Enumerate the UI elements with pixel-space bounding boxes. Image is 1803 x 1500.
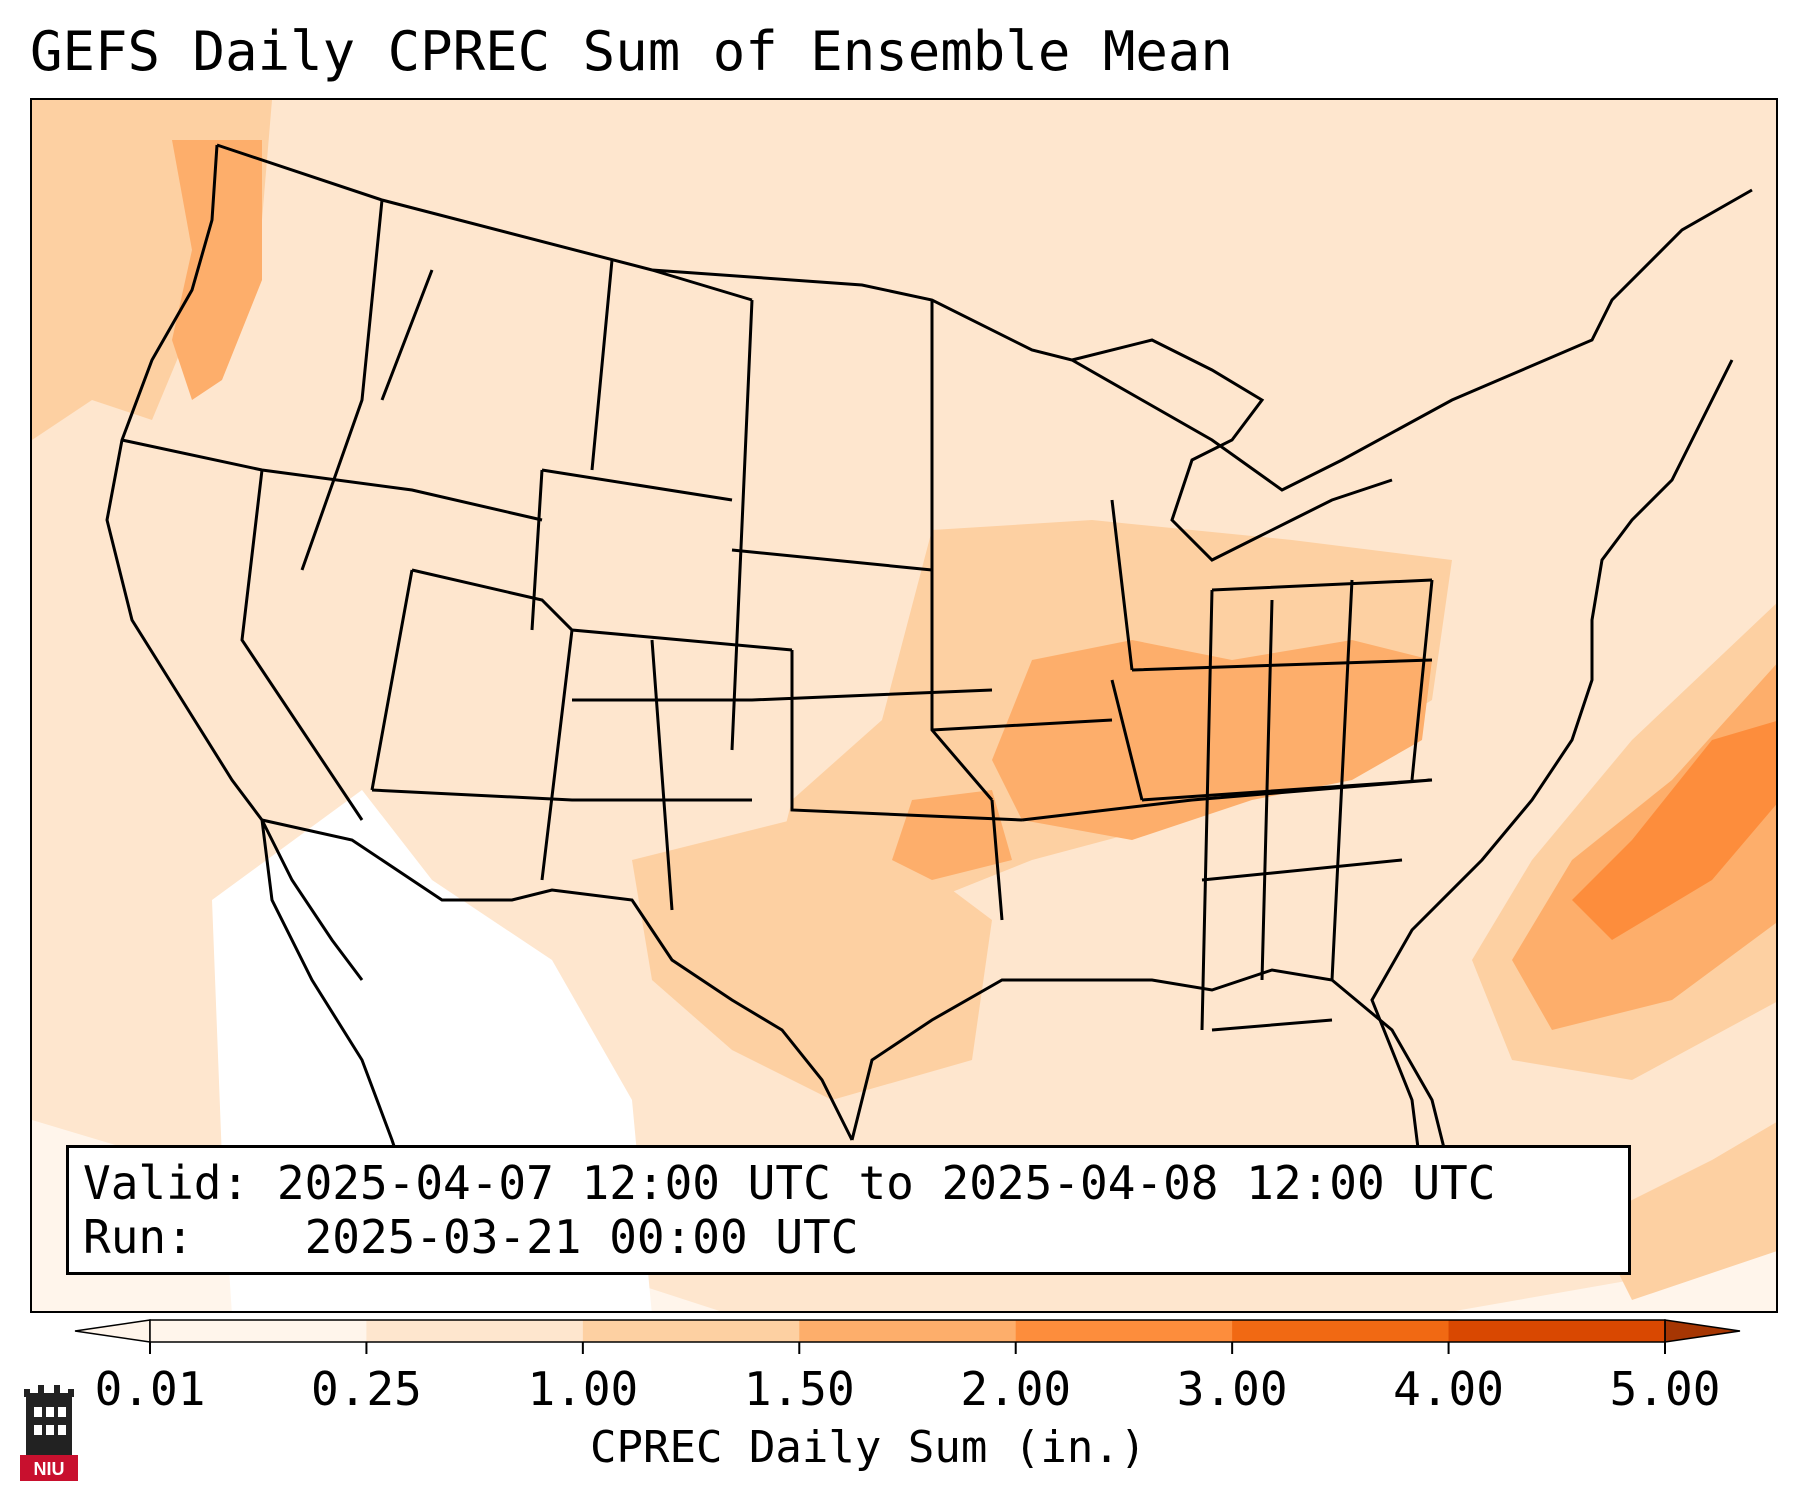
gulf-coast (850, 968, 1454, 1182)
run-line: Run: 2025-03-21 00:00 UTC (83, 1210, 1614, 1264)
colorbar-segment (1232, 1320, 1450, 1342)
niu-logo: NIU (20, 1385, 78, 1481)
precip-region-tan-texas (632, 820, 992, 1100)
colorbar-outline (149, 1319, 1666, 1343)
state-lines-horizontal (121, 268, 1433, 1032)
colorbar-tick-label: 0.25 (311, 1362, 422, 1416)
us-mexico-border (261, 818, 854, 1141)
colorbar-tick-label: 0.01 (94, 1362, 206, 1416)
west-coast (105, 144, 364, 981)
colorbar-segment (1015, 1320, 1233, 1342)
colorbar-segment (1448, 1320, 1666, 1342)
colorbar-extend-low (74, 1319, 151, 1343)
east-coast (1370, 359, 1734, 1181)
valid-label: Valid: (83, 1156, 250, 1210)
colorbar-segment (582, 1320, 800, 1342)
valid-value: 2025-04-07 12:00 UTC to 2025-04-08 12:00… (276, 1156, 1496, 1210)
precip-region-orange-oregon (172, 140, 262, 400)
colorbar-tick-label: 5.00 (1609, 1362, 1721, 1416)
colorbar-tick-label: 1.00 (527, 1362, 639, 1416)
colorbar-segment (799, 1320, 1017, 1342)
colorbar-tick-label: 4.00 (1393, 1362, 1504, 1416)
colorbar-extend-high (1664, 1319, 1741, 1343)
state-lines (240, 199, 1434, 1031)
colorbar-segment (366, 1320, 584, 1342)
precip-region-orange-ohio-valley (992, 640, 1432, 840)
run-label: Run: (83, 1210, 194, 1264)
great-lakes (1071, 338, 1393, 562)
map-title: GEFS Daily CPREC Sum of Ensemble Mean (30, 20, 1233, 83)
valid-line: Valid: 2025-04-07 12:00 UTC to 2025-04-0… (83, 1156, 1614, 1210)
map-panel (30, 98, 1778, 1313)
validity-info-box: Valid: 2025-04-07 12:00 UTC to 2025-04-0… (66, 1145, 1631, 1275)
colorbar-segment (150, 1320, 367, 1342)
us-canada-border (216, 143, 1753, 492)
university-tower-icon (20, 1385, 78, 1481)
precip-region-dark-orange-atlantic (1572, 721, 1776, 940)
precip-region-orange-oklahoma (892, 790, 1012, 880)
logo-text: NIU (34, 1459, 65, 1479)
colorbar-tick-label: 1.50 (743, 1362, 855, 1416)
precip-region-tan-caribbean (1592, 1122, 1776, 1300)
run-value: 2025-03-21 00:00 UTC (304, 1210, 859, 1264)
colorbar-tick-label: 3.00 (1176, 1362, 1288, 1416)
colorbar-label: CPREC Daily Sum (in.) (590, 1422, 1147, 1473)
colorbar-tick-label: 2.00 (960, 1362, 1072, 1416)
precip-map (32, 100, 1776, 1311)
